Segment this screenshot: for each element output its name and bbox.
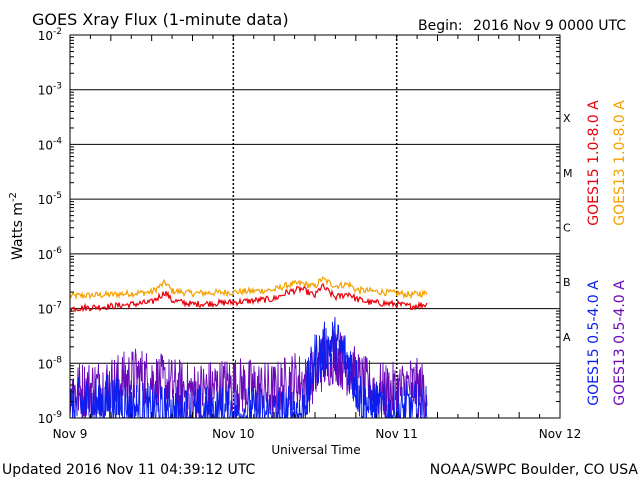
legend-bottom: GOES15 0.5-4.0 A GOES13 0.5-4.0 A — [586, 280, 628, 406]
x-tick-label: Nov 10 — [212, 427, 255, 441]
grid-layer — [70, 35, 560, 418]
flare-class-layer: A B C M X — [563, 112, 573, 344]
y-axis-label: Watts m-2 — [8, 192, 26, 260]
x-tick-label: Nov 12 — [539, 427, 582, 441]
legend-entry: GOES13 0.5-4.0 A — [612, 280, 628, 406]
x-ticks-layer: Nov 9 Nov 10 Nov 11 Nov 12 — [53, 35, 582, 441]
y-ticks-layer: 10-9 10-8 10-7 10-6 10-5 10-4 10-3 10-2 — [38, 27, 560, 426]
flare-class-label: M — [563, 167, 573, 180]
legend-entry: GOES15 0.5-4.0 A — [586, 280, 602, 406]
y-tick-label: 10-9 — [38, 410, 63, 426]
begin-label: Begin: — [418, 18, 463, 34]
y-tick-label: 10-2 — [38, 27, 62, 43]
x-axis-label: Universal Time — [271, 443, 360, 457]
chart-title: GOES Xray Flux (1-minute data) — [32, 10, 289, 29]
series-line — [69, 275, 428, 301]
legend-top: GOES15 1.0-8.0 A GOES13 1.0-8.0 A — [586, 100, 628, 226]
flare-class-label: B — [563, 276, 571, 289]
updated-text: Updated 2016 Nov 11 04:39:12 UTC — [2, 462, 255, 478]
x-tick-label: Nov 9 — [53, 427, 88, 441]
y-tick-label: 10-4 — [38, 136, 63, 152]
credit-text: NOAA/SWPC Boulder, CO USA — [430, 462, 639, 478]
series-layer — [69, 275, 428, 419]
begin-value: 2016 Nov 9 0000 UTC — [473, 18, 626, 34]
series-line — [69, 282, 428, 313]
svg-text:Watts m-2: Watts m-2 — [8, 192, 26, 260]
x-tick-label: Nov 11 — [375, 427, 418, 441]
y-axis-label-text: Watts m — [10, 202, 26, 260]
flare-class-label: A — [563, 331, 571, 344]
y-tick-label: 10-6 — [38, 246, 63, 262]
legend-entry: GOES13 1.0-8.0 A — [612, 100, 628, 226]
y-axis-label-exponent: -2 — [8, 192, 19, 202]
legend-entry: GOES15 1.0-8.0 A — [586, 100, 602, 226]
flare-class-label: C — [563, 222, 571, 235]
flare-class-label: X — [563, 112, 571, 125]
y-tick-label: 10-5 — [38, 191, 62, 207]
y-tick-label: 10-8 — [38, 355, 63, 371]
y-tick-label: 10-7 — [38, 301, 62, 317]
y-tick-label: 10-3 — [38, 82, 62, 98]
